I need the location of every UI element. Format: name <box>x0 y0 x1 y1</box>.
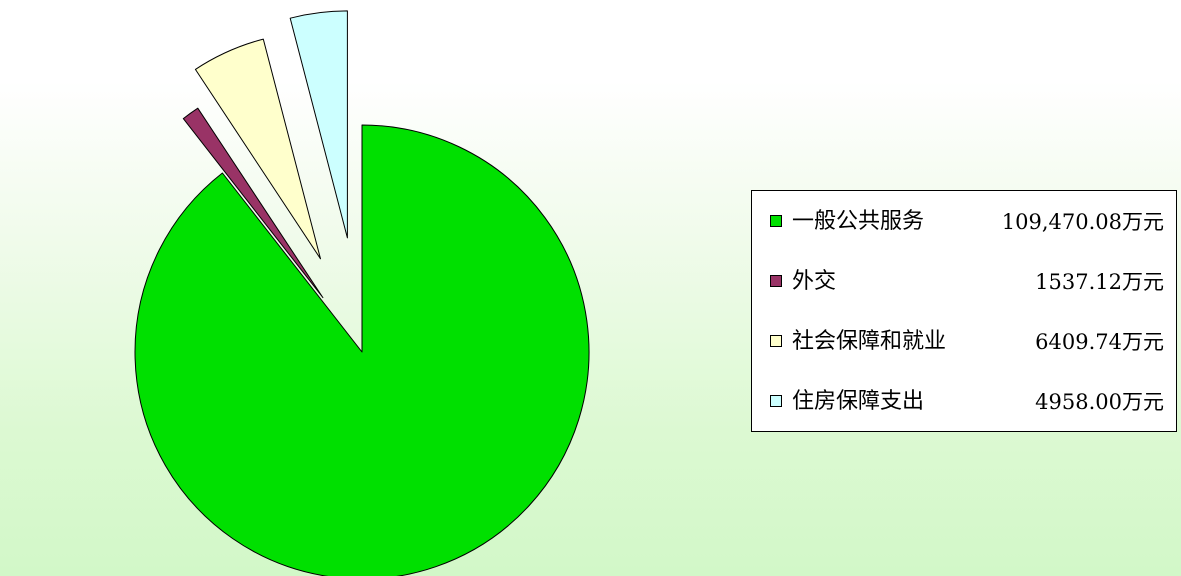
legend-swatch <box>770 335 782 347</box>
legend-label: 外交 <box>792 269 837 294</box>
pie-slice-housing-security <box>289 10 348 239</box>
legend-entry-general-public-services: 一般公共服务 109,470.08万元 <box>770 207 1164 237</box>
legend: 一般公共服务 109,470.08万元 外交 1537.12万元 社会保障和就业… <box>751 190 1177 432</box>
legend-value: 4958.00万元 <box>1035 390 1164 414</box>
legend-entry-foreign-affairs: 外交 1537.12万元 <box>770 267 1164 297</box>
pie-slice-foreign-affairs <box>182 107 324 299</box>
legend-swatch <box>770 215 782 227</box>
legend-swatch <box>770 395 782 407</box>
legend-value: 109,470.08万元 <box>1001 210 1164 234</box>
legend-entry-social-security: 社会保障和就业 6409.74万元 <box>770 327 1164 357</box>
pie-slice-social-security <box>194 38 321 260</box>
legend-value: 6409.74万元 <box>1035 330 1164 354</box>
legend-label: 社会保障和就业 <box>792 329 947 354</box>
legend-entry-housing-security: 住房保障支出 4958.00万元 <box>770 387 1164 417</box>
legend-label: 一般公共服务 <box>792 209 925 234</box>
legend-label: 住房保障支出 <box>792 389 925 414</box>
legend-swatch <box>770 275 782 287</box>
legend-value: 1537.12万元 <box>1035 270 1164 294</box>
pie-slice-general-public-services <box>134 124 590 576</box>
